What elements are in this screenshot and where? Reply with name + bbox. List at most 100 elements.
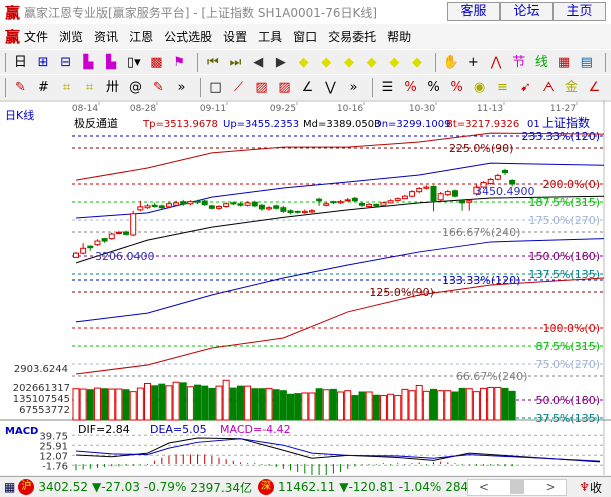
menu-help[interactable]: 帮助	[387, 29, 412, 44]
last-icon[interactable]: ⏭	[229, 54, 242, 70]
spiral-icon[interactable]: @	[129, 79, 142, 95]
menu-tools[interactable]: 工具	[258, 29, 283, 44]
9-day-icon[interactable]: ▙	[106, 54, 117, 70]
gann-level-label: 50.0%(180)	[535, 394, 600, 407]
menu-settings[interactable]: 设置	[223, 29, 248, 44]
grid-icon[interactable]: #	[38, 79, 49, 95]
candle-dropdown[interactable]: ▯▾	[126, 54, 141, 70]
volume-bar	[401, 388, 409, 421]
flag-icon[interactable]: ⚑	[173, 54, 185, 70]
menu-bar: 赢 文件 浏览 资讯 江恩 公式选股 设置 工具 窗口 交易委托 帮助	[0, 24, 611, 48]
forum-button[interactable]: 论坛	[500, 2, 553, 21]
fan-icon[interactable]: 卅	[105, 79, 119, 95]
volume-bar	[408, 390, 416, 421]
arrow-icon[interactable]: ➹	[520, 79, 531, 95]
candle-up	[244, 202, 251, 206]
gold-coin-icon[interactable]: ◉	[473, 79, 486, 95]
candle-up	[115, 232, 122, 235]
candle-down	[208, 205, 215, 209]
homepage-button[interactable]: 主页	[553, 2, 606, 21]
ab-icon[interactable]: ᗅ	[542, 79, 555, 95]
volume-bar	[72, 388, 80, 421]
percent-line-icon[interactable]: %	[450, 79, 463, 95]
candle-up	[308, 210, 315, 213]
next-icon[interactable]: ▶	[275, 54, 286, 70]
expand-v-icon[interactable]: ◆	[389, 54, 400, 70]
volume-bar	[279, 390, 287, 421]
kline-chart[interactable]: 日K线 极反通道 Tp=3513.9678 Up=3455.2353 Md=33…	[0, 100, 611, 476]
gann-grid-red-icon[interactable]: ▨	[278, 79, 291, 95]
calculator-icon[interactable]: ▤	[580, 54, 593, 70]
candle-up	[473, 186, 480, 195]
crosshair-icon[interactable]: +	[467, 54, 479, 70]
menu-trade[interactable]: 交易委托	[328, 29, 377, 44]
day-period-dropdown[interactable]: 日▾	[13, 54, 27, 70]
left-diamond-icon[interactable]: ◆	[298, 54, 309, 70]
ticker-scrollbar[interactable]: < >	[467, 478, 568, 496]
more-icon[interactable]: »	[349, 79, 358, 95]
xian-icon[interactable]: 线	[534, 54, 548, 70]
customer-service-button[interactable]: 客服	[447, 2, 500, 21]
table-icon[interactable]: ▦	[4, 480, 16, 494]
volume-bar	[487, 386, 495, 421]
menu-info[interactable]: 资讯	[94, 29, 119, 44]
scroll-thumb[interactable]	[510, 480, 525, 494]
3-day-icon[interactable]: ▙	[83, 54, 94, 70]
gann-level-label: 125.0%(90)	[369, 286, 434, 299]
expand-all-icon[interactable]: ◆	[412, 54, 422, 70]
line-tool-icon[interactable]: ⋀	[490, 54, 502, 70]
ray-fan-icon[interactable]: ⟋	[233, 79, 244, 95]
percent-fan-icon[interactable]: %	[404, 79, 417, 95]
zigzag-icon[interactable]: ⋁	[325, 79, 336, 95]
pen-icon[interactable]: ✎	[15, 79, 26, 95]
ladder-icon[interactable]: ☰	[381, 79, 394, 95]
volume-bar	[115, 388, 123, 421]
scroll-right-button[interactable]: >	[545, 480, 556, 494]
sh-change: ▼-27.03	[91, 480, 140, 494]
menu-window[interactable]: 窗口	[293, 29, 318, 44]
right-diamond-icon[interactable]: ◆	[321, 54, 332, 70]
gann-box-icon[interactable]: ⌗	[85, 79, 94, 95]
app-logo: 赢	[5, 3, 21, 22]
menu-file[interactable]: 文件	[24, 29, 49, 44]
gann-grid-icon[interactable]: ▨	[255, 79, 268, 95]
menu-browse[interactable]: 浏览	[59, 29, 84, 44]
gold-icon[interactable]: 金	[564, 79, 578, 95]
first-icon[interactable]: ⏮	[206, 54, 219, 70]
shrink-h-icon[interactable]: ◆	[366, 54, 377, 70]
sh-pct: -0.79%	[143, 480, 187, 494]
window-icon[interactable]: ⊞	[37, 54, 49, 70]
period-label: 日K线	[5, 108, 34, 122]
gann-level-label: 66.67%(240)	[456, 370, 528, 383]
scroll-left-button[interactable]: <	[478, 480, 489, 494]
candle-up	[323, 203, 330, 206]
candle-down	[316, 198, 323, 202]
menu-formula[interactable]: 公式选股	[164, 29, 213, 44]
gann-level-label: 166.67%(240)	[442, 226, 521, 239]
more-icon[interactable]: »	[177, 79, 186, 95]
volume-bar	[215, 385, 223, 421]
angle-icon[interactable]: ∠	[301, 79, 314, 95]
gold-line-icon[interactable]: ≡	[497, 79, 508, 95]
f10-icon[interactable]: ⊟	[60, 54, 72, 70]
square-icon[interactable]: □	[209, 79, 222, 95]
jie-icon[interactable]: 节	[512, 54, 526, 70]
status-bar: ▦ 沪 3402.52 ▼-27.03 -0.79% 2397.34亿 深 11…	[0, 476, 611, 497]
dif-line	[75, 437, 601, 463]
candle-up	[137, 206, 144, 211]
prev-icon[interactable]: ◀	[253, 54, 264, 70]
gann-fan-icon[interactable]: ⌗	[62, 79, 71, 95]
jiang-icon[interactable]: ▩	[150, 54, 163, 70]
hand-icon[interactable]: ✋	[442, 54, 459, 70]
angle-line-icon[interactable]: ∠	[588, 79, 601, 95]
macd-axis-label: 12.07	[39, 451, 68, 462]
volume-bar	[415, 384, 423, 421]
menu-gann[interactable]: 江恩	[129, 29, 154, 44]
volume-bar	[208, 387, 216, 421]
expand-h-icon[interactable]: ◆	[343, 54, 354, 70]
channel-line-dn	[75, 238, 605, 323]
percent-icon[interactable]: %	[427, 79, 440, 95]
draw-icon[interactable]: ✎	[153, 79, 164, 95]
chart-area[interactable]: 日K线 极反通道 Tp=3513.9678 Up=3455.2353 Md=33…	[0, 100, 611, 476]
calendar-icon[interactable]: ▦	[557, 54, 571, 70]
